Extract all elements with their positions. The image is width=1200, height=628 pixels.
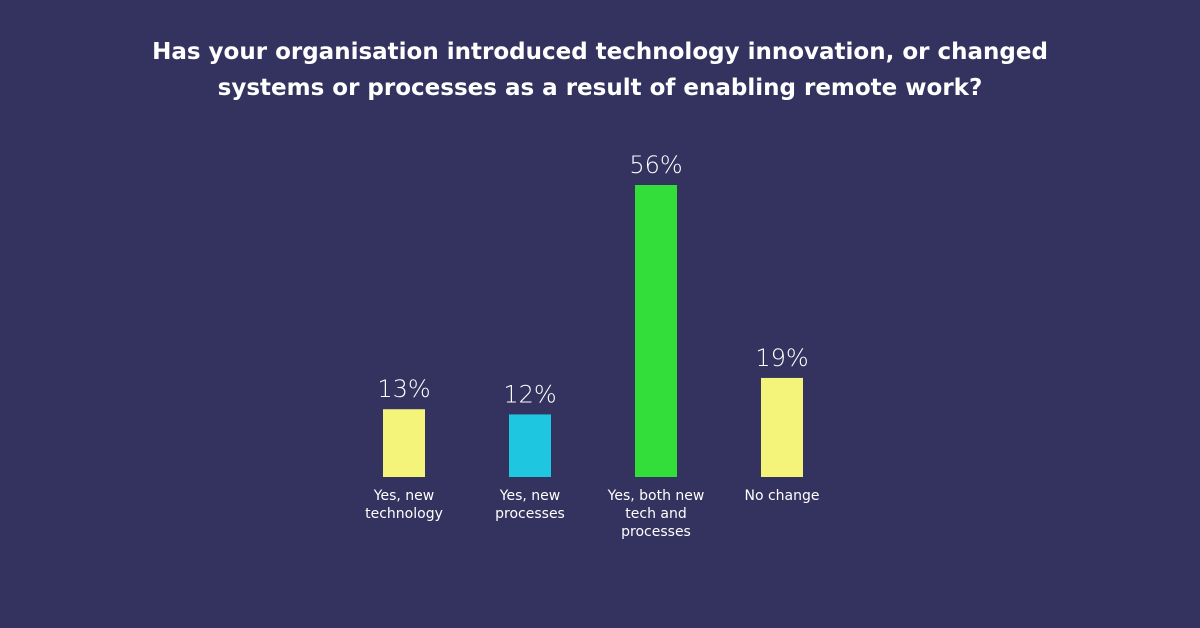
chart-title: Has your organisation introduced technol… bbox=[152, 39, 1048, 101]
value-label: 19% bbox=[755, 344, 808, 372]
category-label: Yes, new processes bbox=[495, 488, 565, 522]
value-label: 56% bbox=[629, 151, 682, 179]
category-label: Yes, new technology bbox=[365, 488, 443, 522]
category-label: No change bbox=[744, 488, 820, 504]
bar bbox=[635, 185, 677, 477]
category-label: Yes, both new tech and processes bbox=[607, 488, 705, 540]
value-label: 12% bbox=[503, 380, 556, 408]
bar bbox=[383, 409, 425, 477]
value-label: 13% bbox=[377, 375, 430, 403]
bar bbox=[509, 414, 551, 477]
bar bbox=[761, 377, 803, 477]
